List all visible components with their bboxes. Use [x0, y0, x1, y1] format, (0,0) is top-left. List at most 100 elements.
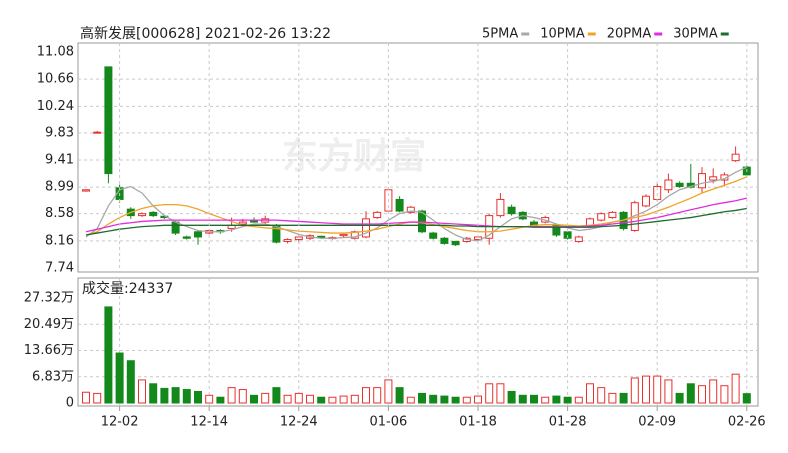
y-tick-label: 9.41 — [45, 153, 74, 168]
volume-bar — [261, 392, 270, 404]
candle-body — [440, 237, 449, 244]
x-tick-label: 01-28 — [549, 415, 587, 430]
y-tick-label: 8.58 — [45, 206, 74, 221]
volume-bar — [653, 375, 662, 404]
volume-bar — [350, 394, 359, 404]
volume-bar — [171, 387, 180, 404]
volume-bar — [149, 383, 158, 404]
candle-body — [82, 189, 90, 192]
candle-body — [496, 198, 505, 217]
volume-bar — [93, 392, 102, 404]
candle-body — [362, 218, 370, 238]
volume-bar — [328, 396, 337, 404]
volume-bar — [294, 392, 303, 404]
volume-bar — [518, 394, 527, 404]
x-tick-label: 01-18 — [459, 415, 497, 430]
volume-bar — [339, 395, 348, 404]
volume-bar — [238, 389, 247, 404]
volume-bar — [362, 387, 370, 404]
volume-bar — [272, 387, 281, 404]
candle-body — [182, 236, 191, 239]
candle-body — [93, 131, 102, 134]
chart-title: 高新发展[000628] 2021-02-26 13:22 — [80, 25, 331, 42]
volume-bar — [630, 377, 639, 404]
candle-body — [395, 198, 404, 212]
volume-bar — [395, 387, 404, 404]
volume-bar — [306, 394, 314, 404]
volume-bar — [597, 387, 606, 404]
candle-body — [675, 182, 684, 188]
y-tick-label: 13.66万 — [24, 343, 74, 358]
volume-bar — [384, 379, 393, 404]
x-tick-label: 01-06 — [370, 415, 408, 430]
volume-bar — [126, 360, 135, 404]
volume-bar — [462, 396, 471, 404]
volume-bar — [440, 395, 449, 404]
volume-bar — [530, 394, 538, 404]
volume-bar — [675, 392, 684, 404]
volume-bar — [552, 395, 561, 404]
volume-bar — [104, 306, 113, 404]
volume-bar — [742, 393, 751, 404]
volume-bar — [216, 396, 225, 404]
candle-body — [429, 232, 438, 239]
y-tick-label: 8.16 — [45, 233, 74, 248]
candle-body — [194, 231, 202, 238]
price-frame — [77, 42, 759, 273]
candle-body — [149, 211, 158, 217]
volume-bar — [496, 383, 505, 404]
candle-body — [731, 153, 740, 162]
volume-bar — [160, 387, 169, 404]
legend-label: 5PMA — [482, 27, 518, 42]
y-tick-label: 6.83万 — [32, 369, 74, 384]
volume-bar — [317, 396, 326, 404]
x-tick-label: 02-09 — [638, 415, 676, 430]
volume-bar — [541, 396, 550, 404]
volume-bar — [205, 394, 214, 404]
y-tick-label: 10.66 — [37, 72, 74, 87]
y-tick-label: 27.32万 — [24, 291, 74, 306]
volume-bar — [474, 395, 482, 404]
candle-body — [373, 211, 382, 219]
volume-bar — [429, 394, 438, 404]
ma-line — [85, 166, 748, 242]
volume-bar — [664, 379, 673, 404]
candle-body — [339, 233, 348, 237]
candle-body — [104, 66, 113, 175]
y-tick-label: 9.83 — [45, 125, 74, 140]
candle-body — [507, 206, 516, 215]
volume-bar — [709, 379, 718, 404]
volume-bar — [418, 392, 426, 404]
volume-bar — [686, 383, 695, 404]
volume-bar — [563, 396, 572, 404]
volume-bar — [82, 391, 90, 404]
volume-bar — [373, 387, 382, 404]
y-tick-label: 11.08 — [37, 45, 74, 60]
volume-bar — [250, 394, 258, 404]
candle-body — [451, 240, 460, 246]
x-tick-label: 12-14 — [190, 415, 228, 430]
volume-bar — [619, 392, 628, 404]
volume-bar — [608, 392, 617, 404]
y-tick-label: 10.24 — [37, 99, 74, 114]
candle-body — [608, 211, 617, 219]
candle-body — [283, 239, 292, 242]
x-tick-label: 12-02 — [101, 415, 139, 430]
watermark: 东方财富 — [282, 135, 426, 177]
volume-bar — [138, 379, 146, 404]
candle-body — [642, 195, 650, 207]
volume-bar — [182, 389, 191, 404]
volume-frame — [77, 277, 759, 407]
volume-bar — [194, 390, 202, 404]
volume-bar — [283, 394, 292, 404]
candle-body — [709, 176, 718, 181]
volume-bar — [406, 396, 415, 404]
volume-bar — [507, 390, 516, 404]
candle-body — [406, 206, 415, 213]
volume-title: 成交量:24337 — [82, 280, 173, 297]
y-tick-label: 20.49万 — [24, 317, 74, 332]
volume-bar — [642, 375, 650, 404]
y-tick-label: 7.74 — [45, 261, 74, 276]
legend-label: 30PMA — [673, 27, 718, 42]
